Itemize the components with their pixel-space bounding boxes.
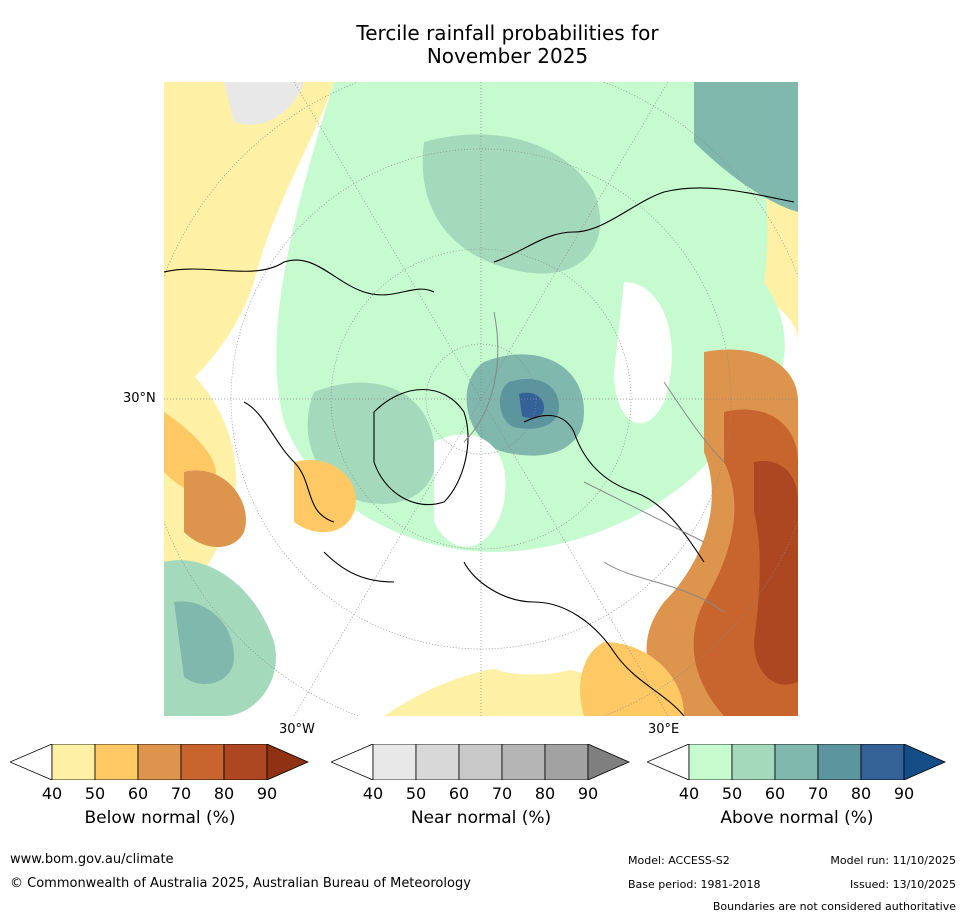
tick: 50: [721, 784, 743, 803]
title-line-1: Tercile rainfall probabilities for: [356, 21, 659, 45]
label-30w: 30°W: [279, 722, 315, 737]
tick: 70: [491, 784, 513, 803]
label-30n: 30°N: [123, 391, 156, 406]
website-link[interactable]: www.bom.gov.au/climate: [10, 852, 174, 867]
tick: 60: [764, 784, 786, 803]
copyright-text: © Commonwealth of Australia 2025, Austra…: [10, 876, 471, 891]
colorbar-title: Near normal (%): [410, 808, 552, 828]
tick: 80: [534, 784, 556, 803]
tick: 40: [41, 784, 63, 803]
tick: 60: [127, 784, 149, 803]
chart-title: Tercile rainfall probabilities for Novem…: [0, 22, 965, 68]
title-line-2: November 2025: [426, 44, 589, 68]
tick: 50: [84, 784, 106, 803]
tick: 80: [850, 784, 872, 803]
colorbar-near-normal: 40 50 60 70 80 90 Near normal (%): [329, 743, 631, 828]
label-30e: 30°E: [648, 722, 680, 737]
issued-text: Issued: 13/10/2025: [849, 878, 956, 891]
colorbar-below-swatches: [8, 743, 309, 781]
tick: 90: [893, 784, 915, 803]
tick: 70: [807, 784, 829, 803]
base-period-text: Base period: 1981-2018: [628, 878, 761, 891]
tick: 80: [213, 784, 235, 803]
tick: 70: [170, 784, 192, 803]
tick: 90: [577, 784, 599, 803]
tick: 50: [405, 784, 427, 803]
map-panel[interactable]: [164, 82, 798, 716]
model-run-text: Model run: 11/10/2025: [830, 854, 956, 867]
tick: 60: [448, 784, 470, 803]
model-text: Model: ACCESS-S2: [628, 854, 730, 867]
colorbar-above-swatches: [645, 743, 946, 781]
colorbar-title: Below normal (%): [84, 808, 236, 828]
disclaimer-text: Boundaries are not considered authoritat…: [712, 900, 956, 913]
colorbar-above-normal: 40 50 60 70 80 90 Above normal (%): [645, 743, 947, 828]
colorbar-near-swatches: [329, 743, 630, 781]
colorbar-below-normal: 40 50 60 70 80 90 Below normal (%): [8, 743, 310, 828]
probability-map: [164, 82, 798, 716]
colorbar-title: Above normal (%): [720, 808, 874, 828]
tick: 40: [678, 784, 700, 803]
tick: 90: [256, 784, 278, 803]
tick: 40: [362, 784, 384, 803]
